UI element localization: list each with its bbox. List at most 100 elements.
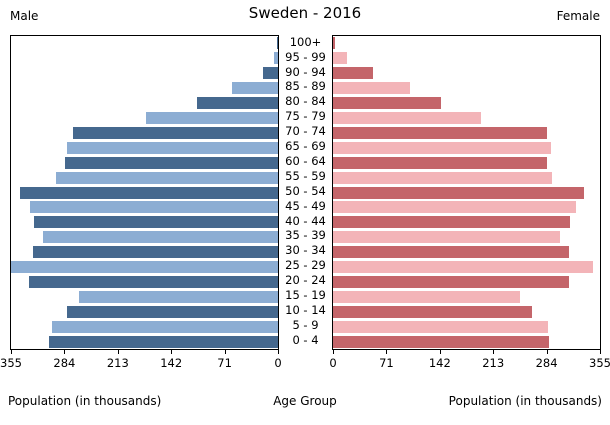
male-bar-row: [11, 36, 278, 51]
female-bar-15-19: [333, 290, 521, 303]
male-bar-65-69: [67, 141, 278, 154]
age-label-row: 90 - 94: [278, 65, 333, 80]
male-bar-row: [11, 334, 278, 349]
age-group-labels-column: 100+ 95 - 99 90 - 94 85 - 89 80 - 84 75 - 79 7…: [278, 35, 333, 348]
male-bar-25-29: [11, 261, 278, 274]
male-bar-row: [11, 51, 278, 66]
axis-tick-mark: [224, 349, 226, 354]
male-bar-45-49: [29, 201, 278, 214]
male-bar-15-19: [79, 290, 278, 303]
age-group-label: 65 - 69: [285, 139, 326, 154]
axis-tick-label: 0: [329, 356, 337, 370]
male-bar-row: [11, 289, 278, 304]
female-bar-row: [333, 185, 600, 200]
male-bar-row: [11, 111, 278, 126]
age-label-row: 60 - 64: [278, 154, 333, 169]
male-bar-row: [11, 81, 278, 96]
male-bar-75-79: [145, 111, 278, 124]
male-axis-tick-labels: 355 284 213 142 71 0: [0, 356, 282, 372]
age-label-row: 25 - 29: [278, 259, 333, 274]
female-bar-95-99: [333, 52, 348, 65]
axis-tick-label: 71: [379, 356, 394, 370]
age-group-label: 90 - 94: [285, 64, 326, 79]
age-group-label: 5 - 9: [292, 317, 319, 332]
female-bar-row: [333, 96, 600, 111]
age-group-label: 50 - 54: [285, 183, 326, 198]
female-bar-row: [333, 334, 600, 349]
age-group-label: 55 - 59: [285, 168, 326, 183]
male-bar-row: [11, 245, 278, 260]
age-group-label: 15 - 19: [285, 288, 326, 303]
female-bar-row: [333, 125, 600, 140]
male-bar-70-74: [72, 126, 278, 139]
female-bar-row: [333, 200, 600, 215]
axis-tick-mark: [278, 349, 279, 354]
female-bar-10-14: [333, 305, 533, 318]
age-label-row: 35 - 39: [278, 229, 333, 244]
axis-tick-mark: [333, 349, 334, 354]
female-bar-row: [333, 275, 600, 290]
male-bar-row: [11, 140, 278, 155]
age-group-label: 95 - 99: [285, 49, 326, 64]
axis-tick-label: 355: [589, 356, 610, 370]
female-bar-row: [333, 140, 600, 155]
male-bar-85-89: [232, 82, 278, 95]
female-bar-65-69: [333, 141, 552, 154]
axis-tick-mark: [439, 349, 441, 354]
male-bar-row: [11, 230, 278, 245]
male-bar-row: [11, 275, 278, 290]
axis-tick-mark: [546, 349, 548, 354]
female-bar-75-79: [333, 111, 482, 124]
male-bar-row: [11, 66, 278, 81]
male-bar-row: [11, 319, 278, 334]
female-bars-plot: [332, 35, 601, 350]
female-axis-title: Population (in thousands): [448, 394, 602, 408]
axis-tick-label: 213: [106, 356, 129, 370]
female-bar-row: [333, 170, 600, 185]
axis-tick-label: 71: [217, 356, 232, 370]
axis-tick-mark: [117, 349, 119, 354]
male-bar-0-4: [49, 335, 278, 348]
male-bar-row: [11, 185, 278, 200]
female-bar-row: [333, 51, 600, 66]
axis-tick-label: 213: [482, 356, 505, 370]
male-bars-plot: [10, 35, 279, 350]
axis-tick-mark: [600, 349, 601, 354]
female-bar-55-59: [333, 171, 552, 184]
female-bar-row: [333, 111, 600, 126]
male-bar-row: [11, 170, 278, 185]
female-axis-tick-labels: 0 71 142 213 284 355: [329, 356, 610, 372]
male-bar-20-24: [29, 275, 278, 288]
axis-tick-mark: [11, 349, 12, 354]
female-bar-100+: [333, 37, 336, 50]
age-label-row: 50 - 54: [278, 184, 333, 199]
age-group-label: 80 - 84: [285, 94, 326, 109]
male-bar-80-84: [196, 97, 278, 110]
male-bar-row: [11, 304, 278, 319]
age-label-row: 100+: [278, 35, 333, 50]
male-bar-60-64: [65, 156, 278, 169]
age-label-row: 10 - 14: [278, 303, 333, 318]
axis-tick-label: 0: [274, 356, 282, 370]
female-bar-0-4: [333, 335, 549, 348]
age-label-row: 95 - 99: [278, 50, 333, 65]
age-group-label: 0 - 4: [292, 332, 319, 347]
female-bar-30-34: [333, 246, 570, 259]
female-bar-85-89: [333, 82, 410, 95]
female-bar-row: [333, 155, 600, 170]
male-bar-100+: [276, 37, 278, 50]
female-bar-row: [333, 215, 600, 230]
age-label-row: 80 - 84: [278, 95, 333, 110]
female-side-label: Female: [556, 9, 600, 23]
female-bar-20-24: [333, 275, 570, 288]
age-group-label: 35 - 39: [285, 228, 326, 243]
axis-tick-mark: [64, 349, 66, 354]
male-side-label: Male: [10, 9, 39, 23]
female-bar-50-54: [333, 186, 585, 199]
age-group-label: 75 - 79: [285, 109, 326, 124]
age-group-label: 85 - 89: [285, 79, 326, 94]
axis-tick-mark: [171, 349, 173, 354]
age-group-label: 20 - 24: [285, 273, 326, 288]
female-bar-row: [333, 260, 600, 275]
